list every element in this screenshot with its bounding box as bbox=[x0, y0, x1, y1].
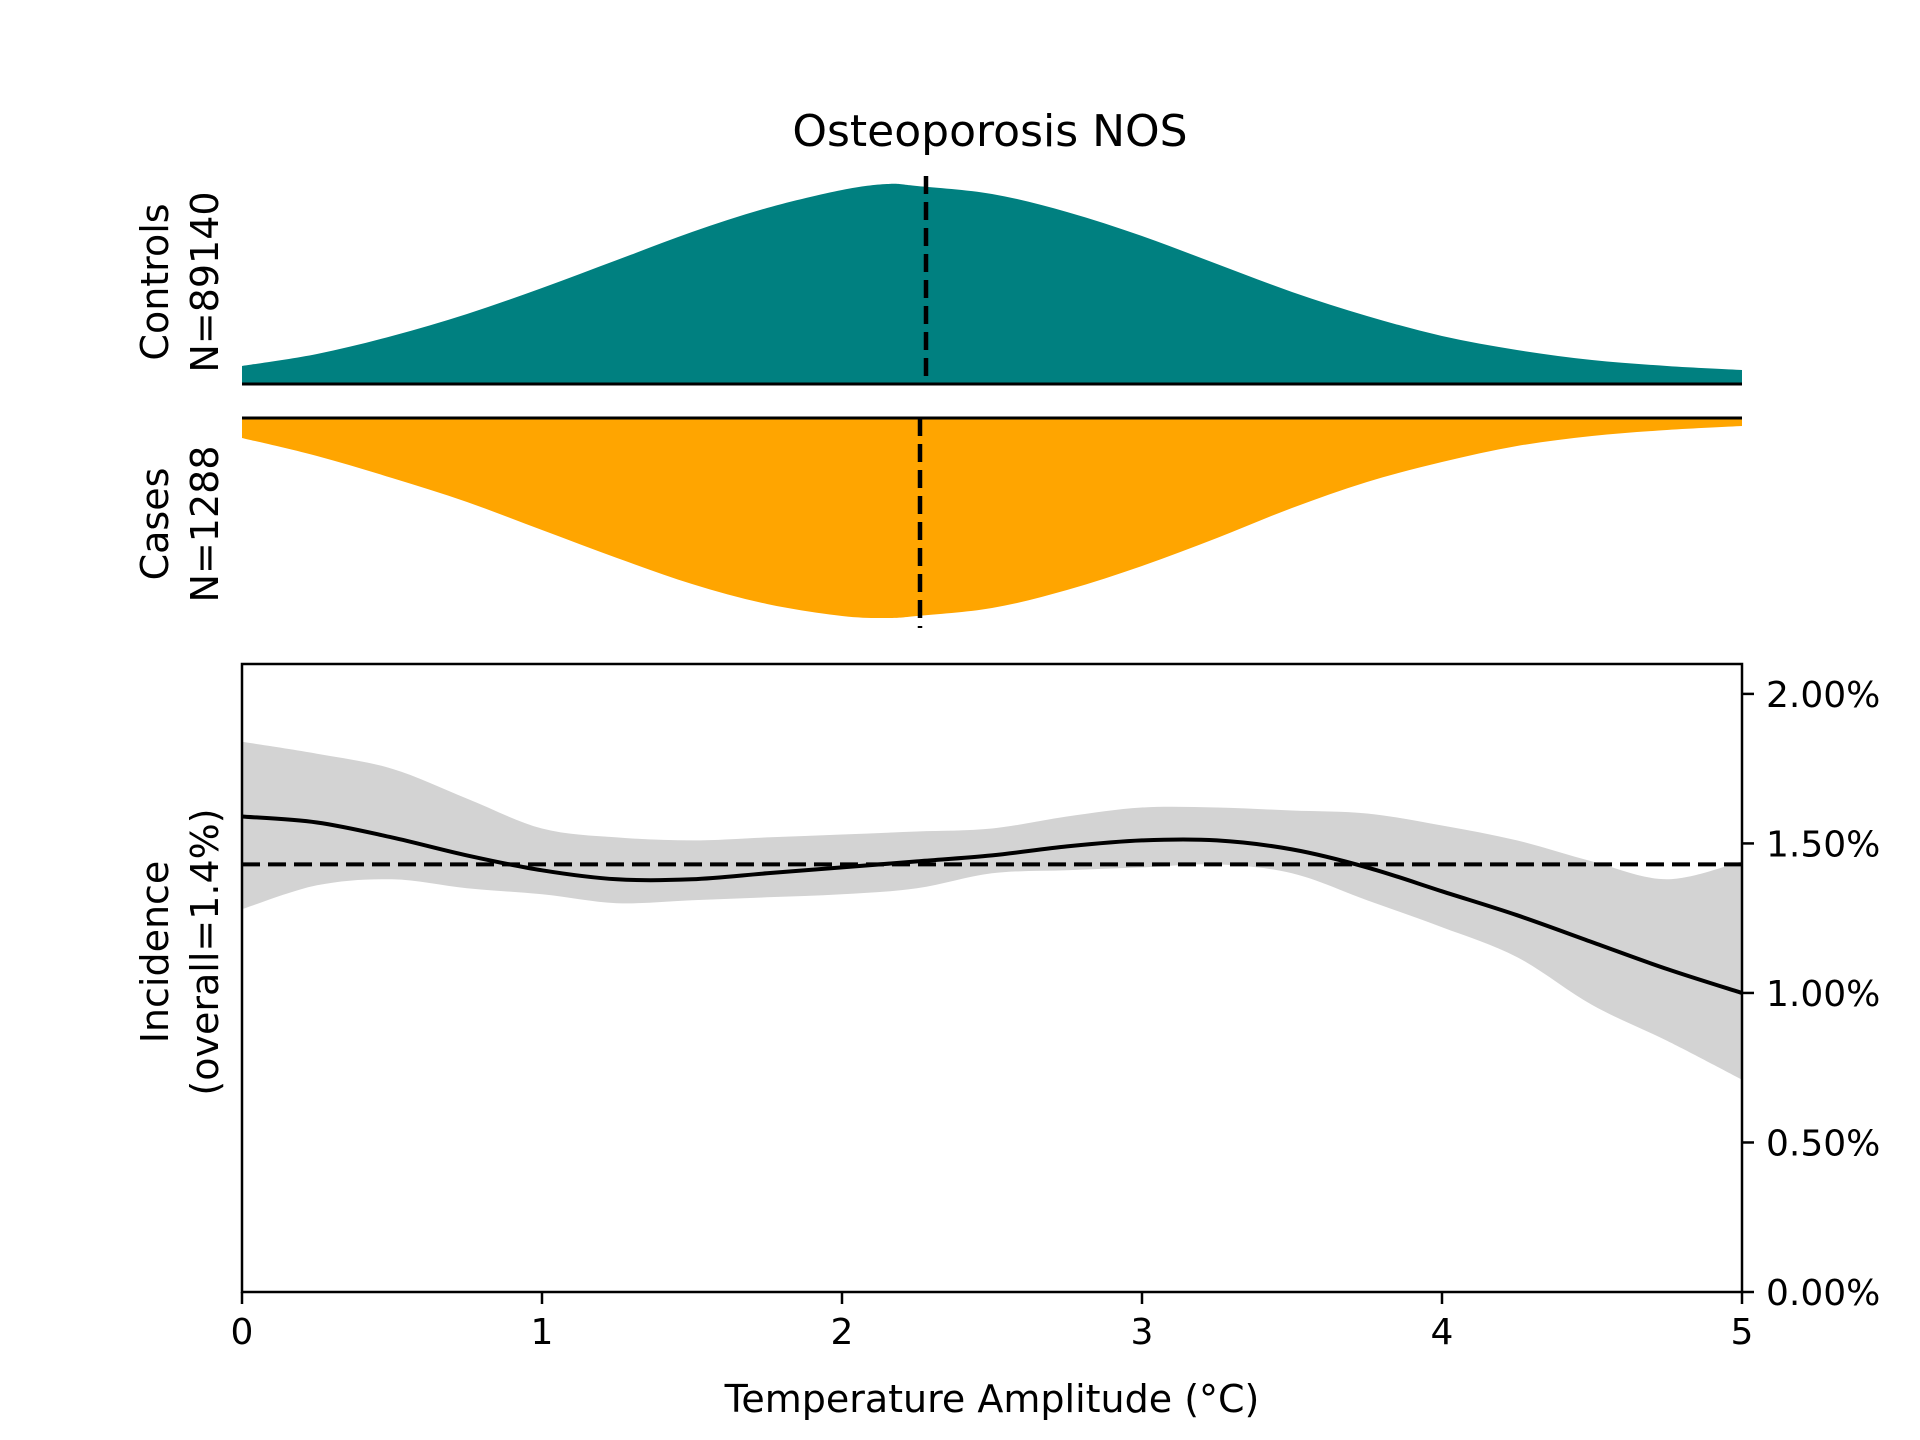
cases-panel: Cases N=1288 bbox=[133, 416, 1742, 628]
controls-density-area bbox=[242, 183, 1742, 384]
cases-density-area bbox=[242, 418, 1742, 619]
incidence-ylabel-line1: Incidence bbox=[133, 861, 177, 1044]
y-tick-label: 1.00% bbox=[1766, 974, 1880, 1015]
y-tick-label: 0.00% bbox=[1766, 1273, 1880, 1314]
y-axis-ticks: 0.00% 0.50% 1.00% 1.50% 2.00% bbox=[1742, 675, 1880, 1314]
x-axis-ticks: 0 1 2 3 4 5 bbox=[231, 1292, 1754, 1353]
y-tick-label: 1.50% bbox=[1766, 824, 1880, 865]
incidence-axes-frame bbox=[240, 662, 1744, 1294]
y-tick-label: 0.50% bbox=[1766, 1123, 1880, 1164]
incidence-ylabel-line2: (overall=1.4%) bbox=[183, 808, 227, 1095]
y-tick-label: 2.00% bbox=[1766, 675, 1880, 716]
incidence-line bbox=[241, 814, 1743, 995]
cases-ylabel-line2: N=1288 bbox=[183, 446, 227, 603]
x-tick-label: 2 bbox=[831, 1312, 854, 1353]
cases-ylabel-line1: Cases bbox=[133, 468, 177, 581]
chart-title: Osteoporosis NOS bbox=[792, 106, 1187, 157]
x-tick-label: 4 bbox=[1431, 1312, 1454, 1353]
incidence-panel: 0 1 2 3 4 5 0.00% 0.50% 1.00% 1.50% 2.00% Tempera… bbox=[133, 662, 1880, 1421]
x-tick-label: 3 bbox=[1131, 1312, 1154, 1353]
x-axis-label: Temperature Amplitude (°C) bbox=[724, 1377, 1260, 1421]
controls-panel: Controls N=89140 bbox=[133, 176, 1742, 386]
x-tick-label: 5 bbox=[1731, 1312, 1754, 1353]
x-tick-label: 1 bbox=[531, 1312, 554, 1353]
controls-ylabel-line2: N=89140 bbox=[183, 191, 227, 372]
confidence-band bbox=[242, 741, 1742, 1080]
controls-ylabel-line1: Controls bbox=[133, 203, 177, 360]
x-tick-label: 0 bbox=[231, 1312, 254, 1353]
